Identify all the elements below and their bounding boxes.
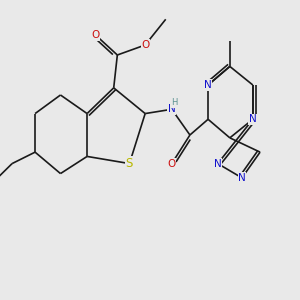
Text: N: N	[238, 173, 246, 183]
Text: H: H	[171, 98, 177, 107]
Text: N: N	[204, 80, 212, 90]
Text: N: N	[168, 104, 176, 114]
Text: O: O	[168, 159, 176, 169]
Text: S: S	[126, 157, 133, 170]
Text: N: N	[214, 159, 222, 169]
Text: O: O	[92, 30, 100, 40]
Text: N: N	[249, 114, 257, 124]
Text: O: O	[141, 40, 149, 50]
